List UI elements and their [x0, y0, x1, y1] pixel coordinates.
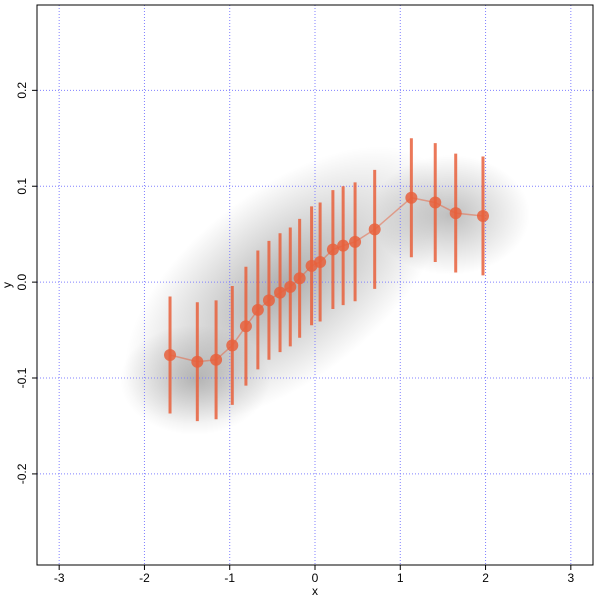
- point: [191, 355, 204, 368]
- y-tick-label: -0.2: [15, 463, 29, 484]
- point: [368, 223, 381, 236]
- y-tick-label: 0.1: [15, 178, 29, 195]
- x-tick-label: 3: [567, 571, 574, 585]
- point: [293, 272, 306, 285]
- y-axis-label: y: [0, 282, 14, 288]
- y-tick-label: 0.2: [15, 82, 29, 99]
- x-tick-label: -1: [224, 571, 235, 585]
- point: [337, 239, 350, 252]
- point: [349, 235, 362, 248]
- x-tick-label: -2: [139, 571, 150, 585]
- y-tick-label: -0.1: [15, 367, 29, 388]
- point: [251, 303, 264, 316]
- point: [274, 286, 287, 299]
- x-axis-label: x: [312, 584, 318, 598]
- point: [405, 191, 418, 204]
- x-tick-label: 1: [397, 571, 404, 585]
- point: [449, 207, 462, 220]
- point: [476, 209, 489, 222]
- x-tick-label: 2: [482, 571, 489, 585]
- y-tick-label: 0.0: [15, 273, 29, 290]
- point: [239, 320, 252, 333]
- plot-frame: [36, 4, 594, 566]
- point: [164, 349, 177, 361]
- point: [326, 243, 339, 256]
- x-tick-label: 0: [312, 571, 319, 585]
- point: [210, 353, 223, 366]
- point: [284, 280, 297, 293]
- point: [429, 196, 442, 209]
- point: [314, 255, 327, 268]
- point: [262, 294, 275, 307]
- x-tick-label: -3: [54, 571, 65, 585]
- point: [226, 339, 239, 352]
